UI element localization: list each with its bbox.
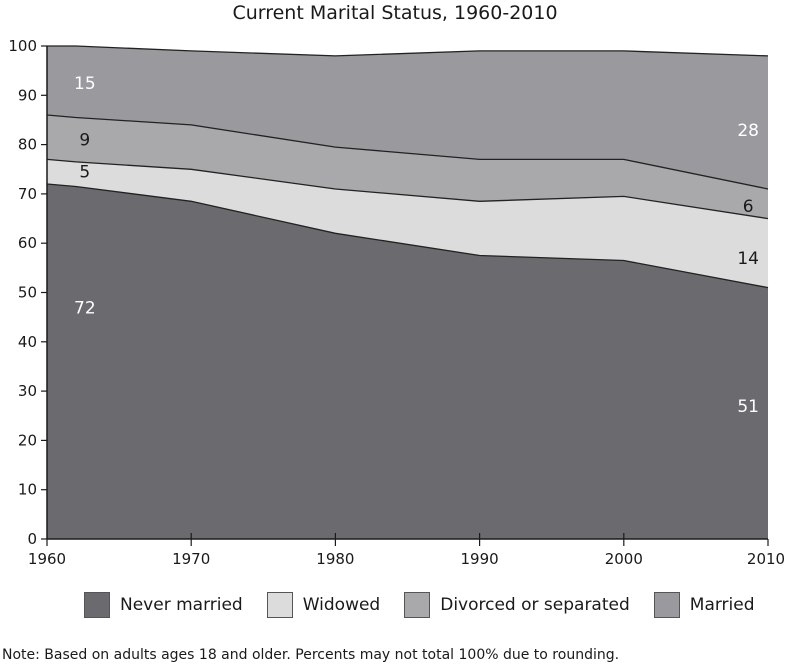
boundary-line-4 bbox=[47, 45, 769, 57]
data-label: 15 bbox=[74, 74, 96, 94]
y-tick-label: 20 bbox=[18, 431, 37, 449]
area-never-married bbox=[47, 184, 768, 539]
legend-swatch bbox=[653, 592, 680, 618]
area-married bbox=[47, 46, 768, 189]
y-tick-label: 80 bbox=[18, 136, 37, 154]
boundary-line-2 bbox=[46, 158, 769, 220]
boundary-line-3 bbox=[46, 114, 769, 190]
chart-title: Current Marital Status, 1960-2010 bbox=[232, 2, 558, 24]
y-tick-label: 60 bbox=[18, 234, 37, 252]
area-widowed bbox=[47, 159, 768, 288]
y-tick-label: 70 bbox=[18, 185, 37, 203]
legend-item: Married bbox=[653, 592, 755, 618]
chart-areas bbox=[47, 46, 768, 539]
legend-swatch bbox=[404, 592, 431, 618]
legend-swatch bbox=[266, 592, 293, 618]
x-tick-label: 1980 bbox=[316, 550, 354, 568]
x-tick-label: 2000 bbox=[605, 550, 643, 568]
x-tick-label: 1990 bbox=[461, 550, 499, 568]
y-tick-label: 10 bbox=[18, 481, 37, 499]
chart-data-labels: 72 5 9 15 51 14 6 28 bbox=[74, 74, 759, 417]
y-tick-label: 0 bbox=[27, 530, 37, 548]
legend-item: Widowed bbox=[266, 592, 381, 618]
data-label: 14 bbox=[737, 249, 759, 269]
area-divorced-or-separated bbox=[47, 115, 768, 219]
data-label: 51 bbox=[737, 397, 759, 417]
legend-label: Divorced or separated bbox=[440, 595, 630, 615]
chart-ticks: 0 10 20 30 40 50 60 70 80 90 100 1960 1970 1980 1990 20… bbox=[8, 37, 785, 568]
y-tick-label: 90 bbox=[18, 86, 37, 104]
y-tick-label: 40 bbox=[18, 333, 37, 351]
legend-label: Never married bbox=[120, 595, 243, 615]
legend-item: Never married bbox=[84, 592, 243, 618]
data-label: 72 bbox=[74, 298, 96, 318]
y-tick-label: 30 bbox=[18, 382, 37, 400]
data-label: 28 bbox=[737, 121, 759, 141]
legend-swatch bbox=[84, 592, 110, 618]
x-tick-label: 1970 bbox=[172, 550, 210, 568]
x-tick-label: 1960 bbox=[28, 550, 66, 568]
chart-boundaries bbox=[46, 45, 769, 289]
chart-legend: Never married Widowed Divorced or separate… bbox=[84, 592, 779, 618]
legend-label: Widowed bbox=[302, 595, 381, 615]
legend-label: Married bbox=[689, 595, 755, 615]
y-tick-label: 100 bbox=[8, 37, 37, 55]
boundary-line-1 bbox=[46, 183, 769, 289]
chart-note: Note: Based on adults ages 18 and older.… bbox=[2, 647, 620, 663]
legend-item: Divorced or separated bbox=[404, 592, 630, 618]
data-label: 9 bbox=[79, 131, 90, 151]
data-label: 6 bbox=[743, 197, 754, 217]
x-tick-label: 2010 bbox=[747, 550, 785, 568]
data-label: 5 bbox=[79, 163, 90, 183]
y-tick-label: 50 bbox=[18, 284, 37, 302]
